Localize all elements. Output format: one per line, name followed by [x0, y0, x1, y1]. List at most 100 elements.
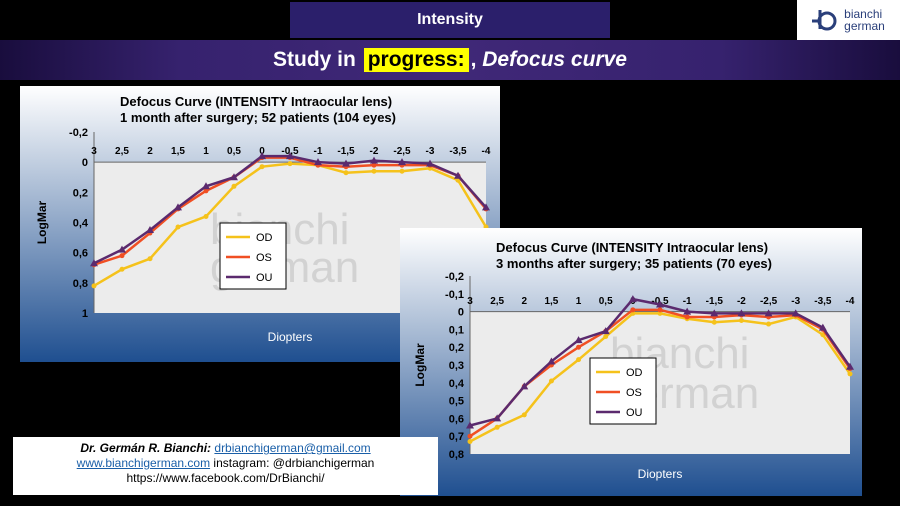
data-point-od [576, 357, 582, 363]
data-point-ou [846, 362, 854, 370]
instagram-handle: instagram: @drbianchigerman [213, 456, 375, 470]
subtitle-banner: Study in progress: , Defocus curve [0, 40, 900, 80]
data-point-od [147, 256, 153, 262]
y-tick-label: 0,7 [449, 431, 464, 443]
data-point-ou [174, 203, 182, 211]
data-point-ou [791, 309, 800, 317]
y-tick-label: 0,4 [73, 218, 89, 230]
x-tick-label: 2 [147, 146, 153, 157]
x-tick-label: 3 [467, 296, 473, 307]
legend-label: OU [256, 272, 273, 284]
y-tick-label: -0,2 [445, 271, 464, 283]
x-tick-label: 2,5 [490, 296, 504, 307]
legend-label: OU [626, 407, 643, 419]
data-point-od [259, 164, 265, 170]
x-tick-label: -3 [791, 296, 800, 307]
x-tick-label: -4 [482, 146, 491, 157]
x-tick-label: 1 [576, 296, 582, 307]
website-link[interactable]: www.bianchigerman.com [76, 456, 211, 470]
data-point-od [711, 319, 717, 325]
chart-title: Defocus Curve (INTENSITY Intraocular len… [496, 240, 768, 255]
x-tick-label: -2 [737, 296, 746, 307]
data-point-ou [628, 295, 637, 303]
data-point-os [371, 162, 377, 168]
data-point-os [119, 253, 125, 259]
y-tick-label: 0,6 [449, 413, 464, 425]
data-point-ou [574, 336, 583, 344]
data-point-ou [710, 309, 719, 317]
data-point-os [203, 188, 209, 194]
data-point-ou [601, 327, 610, 335]
x-tick-label: -3,5 [814, 296, 832, 307]
chart-2-svg: Defocus Curve (INTENSITY Intraocular len… [400, 228, 862, 496]
data-point-ou [454, 171, 462, 179]
data-point-od [738, 318, 744, 323]
data-point-os [630, 307, 636, 313]
legend-label: OS [626, 387, 642, 399]
x-tick-label: -3 [426, 146, 435, 157]
x-tick-label: 1,5 [544, 296, 558, 307]
data-point-od [399, 168, 405, 174]
x-tick-label: -2,5 [760, 296, 778, 307]
x-tick-label: 0,5 [227, 146, 241, 157]
data-point-ou [342, 159, 350, 167]
data-point-od [521, 412, 527, 418]
data-point-ou [818, 323, 827, 331]
data-point-od [231, 183, 237, 189]
x-tick-label: -2 [370, 146, 379, 157]
data-point-ou [90, 259, 98, 267]
x-tick-label: 3 [91, 146, 97, 157]
banner-italic: Defocus curve [482, 48, 627, 71]
x-axis-label: Diopters [638, 467, 683, 481]
data-point-ou [482, 203, 490, 211]
data-point-ou [370, 156, 378, 164]
data-point-od [657, 310, 663, 316]
x-tick-label: -1 [683, 296, 692, 307]
data-point-od [371, 168, 377, 174]
facebook-link[interactable]: https://www.facebook.com/DrBianchi/ [126, 471, 325, 485]
data-point-ou [426, 159, 434, 167]
y-tick-label: 0 [458, 307, 464, 319]
data-point-od [548, 378, 554, 384]
data-point-od [119, 266, 125, 272]
logo-text-line1: bianchi [844, 7, 883, 21]
y-tick-label: 0,8 [449, 449, 464, 461]
data-point-ou [146, 226, 154, 234]
data-point-od [603, 334, 609, 340]
x-tick-label: 2,5 [115, 146, 129, 157]
y-tick-label: 0,2 [73, 187, 88, 199]
logo-mark-icon [812, 10, 837, 31]
data-point-ou [547, 357, 556, 365]
data-point-os [467, 433, 473, 439]
banner-comma: , [470, 48, 477, 71]
banner-text: Study in [273, 48, 356, 71]
x-axis-label: Diopters [268, 330, 313, 344]
y-tick-label: 0,2 [449, 342, 464, 354]
x-tick-label: -0,5 [281, 146, 299, 157]
legend-label: OD [256, 232, 273, 244]
slide-title: Intensity [290, 2, 610, 38]
data-point-ou [258, 152, 266, 160]
y-tick-label: 0,6 [73, 248, 88, 260]
x-tick-label: 0,5 [599, 296, 613, 307]
data-point-od [766, 321, 772, 327]
data-point-os [684, 314, 690, 320]
y-tick-label: 0 [82, 157, 88, 169]
y-tick-label: 0,1 [449, 324, 464, 336]
data-point-os [576, 344, 582, 350]
data-point-ou [286, 152, 294, 160]
data-point-os [657, 307, 663, 313]
email-link[interactable]: drbianchigerman@gmail.com [214, 441, 371, 455]
chart-subtitle: 3 months after surgery; 35 patients (70 … [496, 256, 772, 271]
x-tick-label: -4 [846, 296, 855, 307]
data-point-ou [493, 414, 502, 422]
data-point-ou [683, 307, 692, 315]
brand-logo: bianchi german [797, 0, 900, 40]
data-point-od [287, 161, 293, 167]
data-point-ou [398, 158, 406, 166]
data-point-od [494, 424, 500, 430]
plot-area [470, 311, 850, 454]
data-point-od [847, 371, 853, 377]
x-tick-label: -1,5 [337, 146, 355, 157]
x-tick-label: -2,5 [393, 146, 411, 157]
